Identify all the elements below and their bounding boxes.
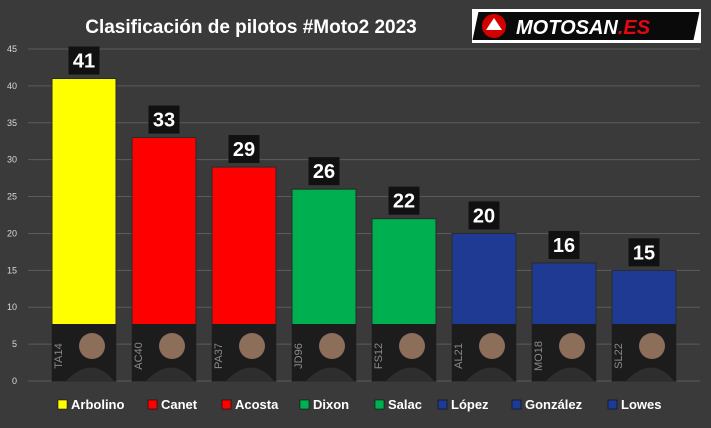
y-tick-label: 0 <box>12 376 17 386</box>
legend-label: Salac <box>388 397 422 412</box>
legend-label: Canet <box>161 397 198 412</box>
legend-item: Dixon <box>299 397 349 412</box>
legend-swatch <box>511 399 522 410</box>
rider-code: SL22 <box>613 343 625 369</box>
bars: TA14 41 AC40 33 PA37 29 JD96 26 FS12 22 AL21 20 MO18… <box>51 46 677 382</box>
brand-logo: MOTOSAN.ES <box>472 9 701 43</box>
legend-label: Acosta <box>235 397 279 412</box>
rider-body-icon <box>386 367 434 381</box>
legend-item: Salac <box>374 397 422 412</box>
y-tick-label: 45 <box>7 44 17 54</box>
rider-code: MO18 <box>533 341 545 371</box>
data-label-box <box>628 238 660 267</box>
legend-item: Canet <box>147 397 198 412</box>
legend: Arbolino Canet Acosta Dixon Salac López Gonzál… <box>57 397 661 412</box>
legend-label: González <box>525 397 583 412</box>
legend-swatch <box>437 399 448 410</box>
legend-swatch <box>221 399 232 410</box>
rider-face-icon <box>159 333 185 359</box>
data-label-box <box>228 135 260 164</box>
rider-body-icon <box>546 367 594 381</box>
y-tick-label: 25 <box>7 192 17 202</box>
y-axis-ticks: 0 5 10 15 20 25 30 35 40 45 <box>7 44 17 386</box>
data-label: 22 <box>393 191 415 213</box>
legend-swatch <box>147 399 158 410</box>
rider-face-icon <box>239 333 265 359</box>
bar-group: SL22 15 <box>611 238 677 382</box>
rider-face-icon <box>319 333 345 359</box>
data-label-box <box>308 157 340 186</box>
legend-swatch <box>57 399 68 410</box>
legend-item: López <box>437 397 489 412</box>
data-label: 33 <box>153 110 175 132</box>
rider-face-icon <box>399 333 425 359</box>
legend-swatch <box>374 399 385 410</box>
legend-label: López <box>451 397 489 412</box>
rider-body-icon <box>146 367 194 381</box>
legend-item: Acosta <box>221 397 279 412</box>
rider-code: FS12 <box>373 343 385 369</box>
rider-code: JD96 <box>293 343 305 369</box>
y-tick-label: 35 <box>7 118 17 128</box>
legend-label: Lowes <box>621 397 661 412</box>
legend-swatch <box>607 399 618 410</box>
data-label: 29 <box>233 139 255 161</box>
rider-face-icon <box>639 333 665 359</box>
rider-face-icon <box>559 333 585 359</box>
bar-group: AL21 20 <box>451 201 517 382</box>
y-tick-label: 30 <box>7 155 17 165</box>
bar-group: JD96 26 <box>291 157 357 382</box>
logo-text: MOTOSAN <box>516 17 618 39</box>
rider-face-icon <box>79 333 105 359</box>
legend-label: Dixon <box>313 397 349 412</box>
legend-label: Arbolino <box>71 397 124 412</box>
bar-group: PA37 29 <box>211 135 277 382</box>
data-label-box <box>68 46 100 75</box>
bar-group: AC40 33 <box>131 105 197 382</box>
rider-code: AC40 <box>133 342 145 370</box>
svg-text:MOTOSAN.ES: MOTOSAN.ES <box>516 17 651 39</box>
data-label: 26 <box>313 161 335 183</box>
legend-swatch <box>299 399 310 410</box>
y-tick-label: 15 <box>7 265 17 275</box>
data-label-box <box>548 230 580 259</box>
rider-body-icon <box>626 367 674 381</box>
rider-body-icon <box>226 367 274 381</box>
data-label: 15 <box>633 242 655 264</box>
rider-body-icon <box>306 367 354 381</box>
rider-body-icon <box>466 367 514 381</box>
y-tick-label: 40 <box>7 81 17 91</box>
bar-group: MO18 16 <box>531 230 597 382</box>
rider-face-icon <box>479 333 505 359</box>
legend-item: González <box>511 397 583 412</box>
chart-title: Clasificación de pilotos #Moto2 2023 <box>85 17 417 38</box>
bar-group: TA14 41 <box>51 46 117 382</box>
legend-item: Lowes <box>607 397 661 412</box>
data-label: 41 <box>73 51 95 73</box>
rider-body-icon <box>66 367 114 381</box>
data-label: 16 <box>553 235 575 257</box>
legend-item: Arbolino <box>57 397 124 412</box>
data-label-box <box>468 201 500 230</box>
rider-code: TA14 <box>53 343 65 368</box>
data-label-box <box>388 186 420 215</box>
rider-code: PA37 <box>213 343 225 369</box>
y-tick-label: 10 <box>7 302 17 312</box>
rider-code: AL21 <box>453 343 465 369</box>
data-label-box <box>148 105 180 134</box>
logo-suffix: .ES <box>618 17 651 39</box>
bar-group: FS12 22 <box>371 186 437 382</box>
data-label: 20 <box>473 205 495 227</box>
y-tick-label: 5 <box>12 339 17 349</box>
y-tick-label: 20 <box>7 228 17 238</box>
